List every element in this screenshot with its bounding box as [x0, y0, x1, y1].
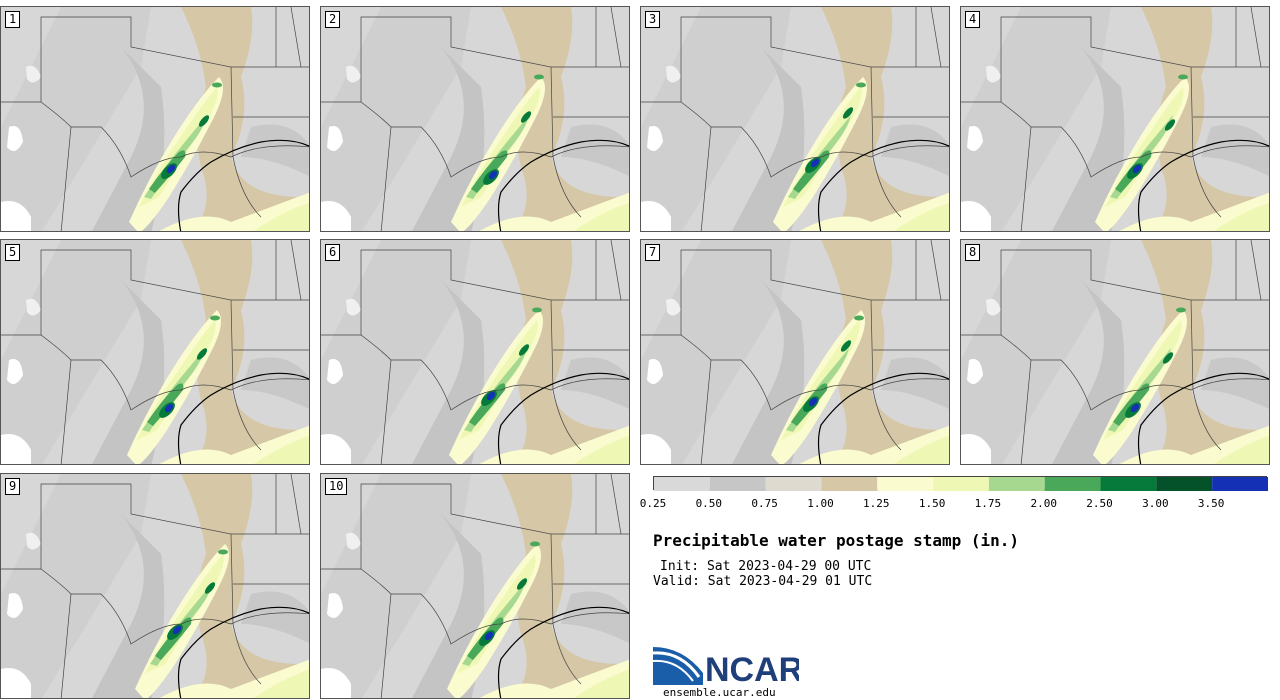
pw-map: [961, 240, 1269, 464]
pw-map: [961, 7, 1269, 231]
colorbar-tick: 0.25: [639, 497, 667, 510]
ncar-url: ensemble.ucar.edu: [663, 686, 776, 699]
member-number: 10: [325, 478, 348, 495]
member-number: 7: [645, 244, 661, 261]
pw-map: [641, 7, 949, 231]
member-number: 4: [965, 11, 981, 28]
pw-map: [1, 474, 309, 698]
member-panel: 2: [320, 6, 630, 232]
valid-time: Valid: Sat 2023-04-29 01 UTC: [653, 574, 873, 589]
colorbar-segment: [709, 477, 766, 491]
member-panel: 9: [0, 473, 310, 699]
colorbar-segment: [1156, 477, 1213, 491]
init-time: Init: Sat 2023-04-29 00 UTC: [660, 559, 872, 574]
member-number: 6: [325, 244, 341, 261]
member-panel: 10: [320, 473, 630, 699]
member-panel: 8: [960, 239, 1270, 465]
colorbar-segment: [654, 477, 710, 491]
colorbar-tick: 0.50: [695, 497, 723, 510]
member-panel: 3: [640, 6, 950, 232]
colorbar-tick: 1.75: [974, 497, 1002, 510]
member-panel: 4: [960, 6, 1270, 232]
colorbar-tick: 2.50: [1086, 497, 1113, 510]
ncar-logo: NCAR: [652, 643, 803, 689]
colorbar-tick: 1.25: [863, 497, 890, 510]
colorbar-segment: [1212, 477, 1268, 491]
member-number: 2: [325, 11, 341, 28]
pw-map: [1, 7, 309, 231]
member-number: 8: [965, 244, 981, 261]
pw-map: [321, 7, 629, 231]
colorbar: [653, 476, 1268, 491]
colorbar-tick: 1.00: [807, 497, 834, 510]
pw-map: [321, 474, 629, 698]
pw-map: [641, 240, 949, 464]
colorbar-segment: [821, 477, 878, 491]
colorbar-segment: [1044, 477, 1101, 491]
colorbar-segment: [765, 477, 822, 491]
member-number: 1: [5, 11, 21, 28]
colorbar-tick: 1.50: [918, 497, 946, 510]
colorbar-segment: [1100, 477, 1157, 491]
plot-title: Precipitable water postage stamp (in.): [653, 531, 1020, 550]
colorbar-tick: 3.50: [1197, 497, 1225, 510]
colorbar-segment: [877, 477, 934, 491]
member-number: 9: [5, 478, 21, 495]
pw-map: [1, 240, 309, 464]
colorbar-tick: 0.75: [751, 497, 778, 510]
ncar-logo-text: NCAR: [705, 651, 799, 685]
colorbar-tick: 2.00: [1030, 497, 1057, 510]
colorbar-tick: 3.00: [1142, 497, 1169, 510]
member-panel: 1: [0, 6, 310, 232]
member-panel: 7: [640, 239, 950, 465]
member-number: 5: [5, 244, 21, 261]
member-panel: 5: [0, 239, 310, 465]
member-number: 3: [645, 11, 661, 28]
member-panel: 6: [320, 239, 630, 465]
colorbar-segment: [988, 477, 1045, 491]
colorbar-segment: [933, 477, 989, 491]
pw-map: [321, 240, 629, 464]
